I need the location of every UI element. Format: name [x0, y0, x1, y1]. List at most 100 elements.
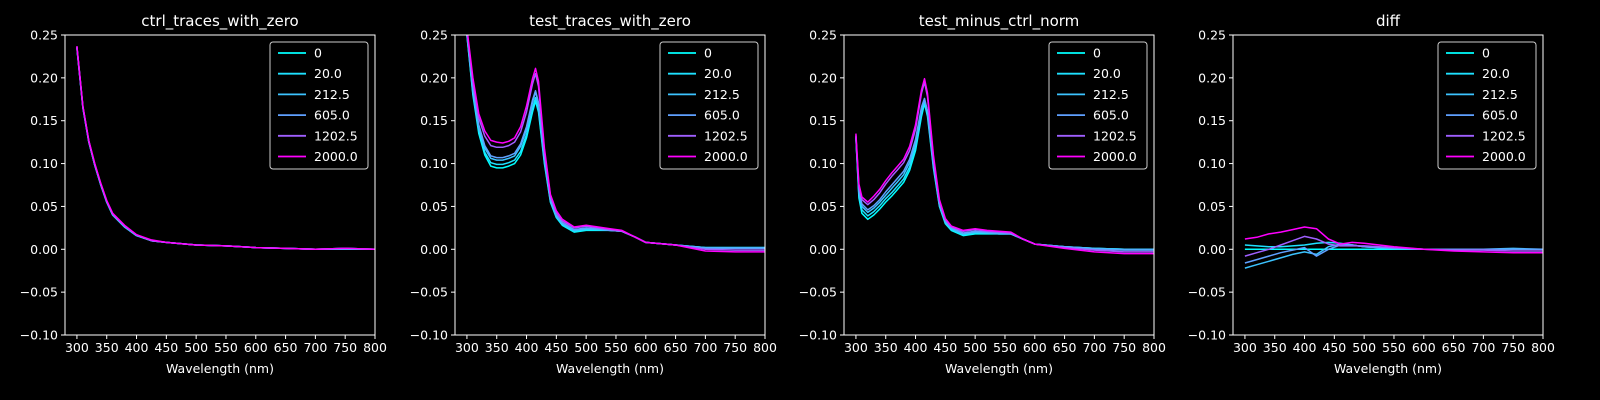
- x-tick-label: 500: [963, 340, 987, 355]
- legend-label: 20.0: [314, 66, 342, 81]
- x-tick-label: 600: [1023, 340, 1047, 355]
- plot-frame: [454, 34, 766, 336]
- x-tick-label: 750: [333, 340, 357, 355]
- x-tick-label: 400: [904, 340, 928, 355]
- x-tick-label: 500: [574, 340, 598, 355]
- plot-frame: [1232, 34, 1544, 336]
- x-tick-label: 650: [274, 340, 298, 355]
- x-tick-label: 800: [363, 340, 387, 355]
- y-tick-label: 0.25: [1198, 28, 1226, 43]
- legend-label: 1202.5: [704, 128, 748, 143]
- chart-panel-2: test_minus_ctrl_norm 300 350 400 450 500 550 60…: [799, 12, 1166, 376]
- x-tick-label: 500: [1352, 340, 1376, 355]
- x-tick-label: 300: [455, 340, 479, 355]
- series-group: [466, 35, 765, 253]
- plot-frame: [843, 34, 1155, 336]
- legend-label: 0: [1482, 46, 1490, 61]
- x-tick-label: 550: [214, 340, 238, 355]
- x-tick-label: 650: [1442, 340, 1466, 355]
- y-tick-label: −0.10: [799, 328, 837, 343]
- x-tick-label: 400: [515, 340, 539, 355]
- series-line-3: [1244, 244, 1543, 264]
- legend-label: 1202.5: [1093, 128, 1137, 143]
- y-tick-label: 0.00: [809, 242, 837, 257]
- y-tick-label: 0.20: [1198, 70, 1226, 85]
- series-group: [1244, 226, 1543, 269]
- series-line-5: [76, 46, 375, 251]
- x-tick-label: 350: [485, 340, 509, 355]
- x-tick-label: 700: [1471, 340, 1495, 355]
- y-tick-label: 0.25: [420, 28, 448, 43]
- legend: 0 20.0 212.5 605.0 1202.5 2000.0: [1048, 41, 1148, 170]
- y-tick-label: −0.10: [410, 328, 448, 343]
- y-tick-label: −0.10: [1188, 328, 1226, 343]
- x-tick-label: 700: [303, 340, 327, 355]
- x-tick-label: 800: [1531, 340, 1555, 355]
- x-tick-label: 450: [933, 340, 957, 355]
- series-line-5: [1244, 226, 1543, 254]
- chart-title: test_minus_ctrl_norm: [919, 12, 1080, 31]
- x-tick-label: 800: [1142, 340, 1166, 355]
- legend-label: 2000.0: [704, 149, 748, 164]
- x-tick-label: 450: [154, 340, 178, 355]
- legend-label: 605.0: [1482, 108, 1518, 123]
- y-tick-label: 0.05: [809, 199, 837, 214]
- legend-label: 0: [1093, 46, 1101, 61]
- x-tick-label: 500: [184, 340, 208, 355]
- legend-label: 20.0: [704, 66, 732, 81]
- x-tick-label: 550: [993, 340, 1017, 355]
- legend-label: 20.0: [1093, 66, 1121, 81]
- legend: 0 20.0 212.5 605.0 1202.5 2000.0: [269, 41, 369, 170]
- legend-label: 1202.5: [314, 128, 358, 143]
- series-group: [76, 46, 375, 251]
- x-tick-label: 650: [664, 340, 688, 355]
- y-tick-label: 0.05: [420, 199, 448, 214]
- legend-label: 212.5: [704, 87, 740, 102]
- y-tick-label: 0.00: [30, 242, 58, 257]
- y-tick-label: 0.15: [30, 113, 58, 128]
- y-tick-label: 0.00: [420, 242, 448, 257]
- chart-title: ctrl_traces_with_zero: [141, 12, 298, 31]
- x-tick-label: 750: [1112, 340, 1136, 355]
- legend-label: 0: [314, 46, 322, 61]
- legend: 0 20.0 212.5 605.0 1202.5 2000.0: [1437, 41, 1537, 170]
- y-tick-label: −0.05: [410, 285, 448, 300]
- legend: 0 20.0 212.5 605.0 1202.5 2000.0: [659, 41, 759, 170]
- y-tick-label: 0.15: [809, 113, 837, 128]
- plot-frame: [64, 34, 376, 336]
- legend-label: 212.5: [314, 87, 350, 102]
- legend-label: 2000.0: [1093, 149, 1137, 164]
- legend-label: 605.0: [704, 108, 740, 123]
- series-line-5: [855, 77, 1154, 255]
- x-tick-label: 600: [634, 340, 658, 355]
- chart-title: test_traces_with_zero: [529, 12, 691, 31]
- x-tick-label: 350: [874, 340, 898, 355]
- y-tick-label: 0.10: [809, 156, 837, 171]
- y-tick-label: 0.05: [30, 199, 58, 214]
- y-tick-label: −0.05: [20, 285, 58, 300]
- x-tick-label: 800: [753, 340, 777, 355]
- x-axis-label: Wavelength (nm): [556, 361, 664, 376]
- y-tick-label: 0.20: [30, 70, 58, 85]
- chart-title: diff: [1376, 12, 1401, 30]
- x-tick-label: 600: [1412, 340, 1436, 355]
- legend-label: 0: [704, 46, 712, 61]
- y-tick-label: 0.10: [30, 156, 58, 171]
- x-tick-label: 700: [1082, 340, 1106, 355]
- legend-label: 605.0: [1093, 108, 1129, 123]
- y-tick-label: 0.15: [420, 113, 448, 128]
- legend-label: 1202.5: [1482, 128, 1526, 143]
- x-tick-label: 550: [604, 340, 628, 355]
- x-tick-label: 600: [244, 340, 268, 355]
- y-tick-label: 0.05: [1198, 199, 1226, 214]
- series-group: [855, 77, 1154, 255]
- legend-label: 2000.0: [314, 149, 358, 164]
- x-tick-label: 650: [1053, 340, 1077, 355]
- y-tick-label: 0.20: [420, 70, 448, 85]
- x-tick-label: 300: [1233, 340, 1257, 355]
- x-tick-label: 400: [125, 340, 149, 355]
- x-tick-label: 450: [544, 340, 568, 355]
- y-tick-label: 0.00: [1198, 242, 1226, 257]
- series-line-4: [1244, 235, 1543, 257]
